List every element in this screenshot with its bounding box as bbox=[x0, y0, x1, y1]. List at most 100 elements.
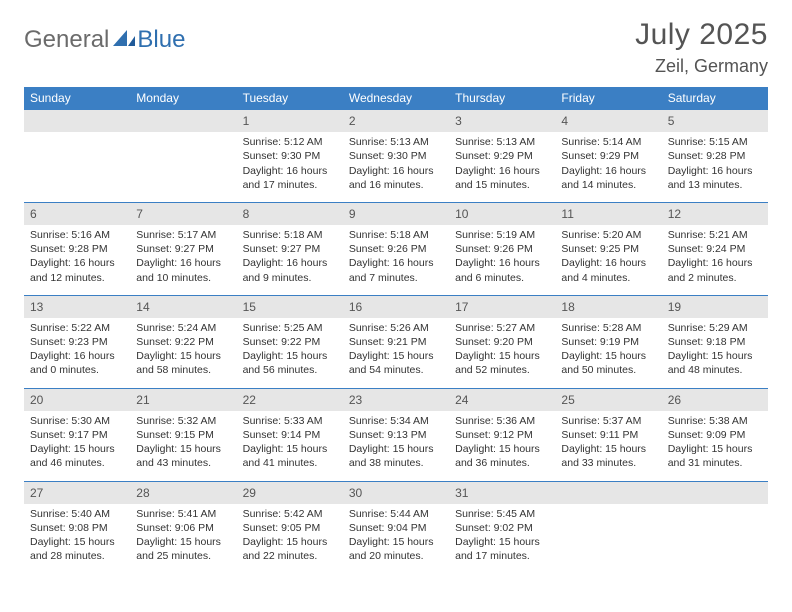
day-number bbox=[662, 482, 768, 504]
sunset-text: Sunset: 9:29 PM bbox=[561, 149, 655, 163]
day-cell: 20Sunrise: 5:30 AMSunset: 9:17 PMDayligh… bbox=[24, 388, 130, 481]
day-number bbox=[555, 482, 661, 504]
sunset-text: Sunset: 9:26 PM bbox=[349, 242, 443, 256]
dayhead-sat: Saturday bbox=[662, 87, 768, 110]
sunset-text: Sunset: 9:09 PM bbox=[668, 428, 762, 442]
title-block: July 2025 Zeil, Germany bbox=[635, 18, 768, 77]
day-cell: 18Sunrise: 5:28 AMSunset: 9:19 PMDayligh… bbox=[555, 295, 661, 388]
day-cell: 12Sunrise: 5:21 AMSunset: 9:24 PMDayligh… bbox=[662, 202, 768, 295]
day-body: Sunrise: 5:30 AMSunset: 9:17 PMDaylight:… bbox=[24, 411, 130, 481]
day-number: 27 bbox=[24, 482, 130, 504]
logo-sail-icon bbox=[113, 28, 135, 46]
sunrise-text: Sunrise: 5:20 AM bbox=[561, 228, 655, 242]
sunset-text: Sunset: 9:14 PM bbox=[243, 428, 337, 442]
calendar-page: General Blue July 2025 Zeil, Germany Sun… bbox=[0, 0, 792, 573]
day-number: 22 bbox=[237, 389, 343, 411]
sunrise-text: Sunrise: 5:25 AM bbox=[243, 321, 337, 335]
day-body: Sunrise: 5:24 AMSunset: 9:22 PMDaylight:… bbox=[130, 318, 236, 388]
sunset-text: Sunset: 9:29 PM bbox=[455, 149, 549, 163]
sunrise-text: Sunrise: 5:28 AM bbox=[561, 321, 655, 335]
day-number: 9 bbox=[343, 203, 449, 225]
sunset-text: Sunset: 9:11 PM bbox=[561, 428, 655, 442]
day-number: 16 bbox=[343, 296, 449, 318]
sunrise-text: Sunrise: 5:16 AM bbox=[30, 228, 124, 242]
day-number: 24 bbox=[449, 389, 555, 411]
daylight-text: Daylight: 15 hours and 20 minutes. bbox=[349, 535, 443, 563]
week-row: 6 Sunrise: 5:16 AMSunset: 9:28 PM Daylight… bbox=[24, 202, 768, 295]
sunrise-text: Sunrise: 5:19 AM bbox=[455, 228, 549, 242]
day-body: Sunrise: 5:18 AMSunset: 9:27 PMDaylight:… bbox=[237, 225, 343, 295]
sunset-text: Sunset: 9:30 PM bbox=[243, 149, 337, 163]
day-body: Sunrise: 5:41 AMSunset: 9:06 PMDaylight:… bbox=[130, 504, 236, 574]
daylight-text: Daylight: 16 hours and 15 minutes. bbox=[455, 164, 549, 192]
sunrise-text: Sunrise: 5:41 AM bbox=[136, 507, 230, 521]
sunrise-text: Sunrise: 5:15 AM bbox=[668, 135, 762, 149]
day-body bbox=[130, 132, 236, 192]
day-cell: 23Sunrise: 5:34 AMSunset: 9:13 PMDayligh… bbox=[343, 388, 449, 481]
sunrise-text: Sunrise: 5:30 AM bbox=[30, 414, 124, 428]
day-number: 17 bbox=[449, 296, 555, 318]
daylight-text: Daylight: 16 hours and 4 minutes. bbox=[561, 256, 655, 284]
daylight-text: Daylight: 16 hours and 14 minutes. bbox=[561, 164, 655, 192]
sunset-text: Sunset: 9:22 PM bbox=[243, 335, 337, 349]
day-number: 21 bbox=[130, 389, 236, 411]
daylight-text: Daylight: 15 hours and 22 minutes. bbox=[243, 535, 337, 563]
sunrise-text: Sunrise: 5:40 AM bbox=[30, 507, 124, 521]
day-body: Sunrise: 5:14 AMSunset: 9:29 PMDaylight:… bbox=[555, 132, 661, 202]
day-cell: 15 Sunrise: 5:25 AMSunset: 9:22 PMDayligh… bbox=[237, 295, 343, 388]
day-number: 25 bbox=[555, 389, 661, 411]
day-cell: 11Sunrise: 5:20 AMSunset: 9:25 PMDayligh… bbox=[555, 202, 661, 295]
day-cell: 21Sunrise: 5:32 AMSunset: 9:15 PMDayligh… bbox=[130, 388, 236, 481]
daylight-text: Daylight: 16 hours and 6 minutes. bbox=[455, 256, 549, 284]
day-number: 1 bbox=[237, 110, 343, 132]
day-number: 15 bbox=[237, 296, 343, 318]
day-number: 4 bbox=[555, 110, 661, 132]
day-body: Sunrise: 5:20 AMSunset: 9:25 PMDaylight:… bbox=[555, 225, 661, 295]
sunrise-text: Sunrise: 5:34 AM bbox=[349, 414, 443, 428]
day-body: Sunrise: 5:22 AMSunset: 9:23 PMDaylight:… bbox=[24, 318, 130, 388]
sunset-text: Sunset: 9:19 PM bbox=[561, 335, 655, 349]
sunset-text: Sunset: 9:17 PM bbox=[30, 428, 124, 442]
dayhead-fri: Friday bbox=[555, 87, 661, 110]
sunset-text: Sunset: 9:28 PM bbox=[668, 149, 762, 163]
sunrise-text: Sunrise: 5:26 AM bbox=[349, 321, 443, 335]
sunrise-text: Sunrise: 5:44 AM bbox=[349, 507, 443, 521]
day-cell: 27Sunrise: 5:40 AMSunset: 9:08 PMDayligh… bbox=[24, 481, 130, 573]
daylight-text: Daylight: 16 hours and 13 minutes. bbox=[668, 164, 762, 192]
sunset-text: Sunset: 9:23 PM bbox=[30, 335, 124, 349]
sunset-text: Sunset: 9:24 PM bbox=[668, 242, 762, 256]
logo-text-blue: Blue bbox=[137, 26, 185, 54]
day-number: 30 bbox=[343, 482, 449, 504]
calendar-body: 1Sunrise: 5:12 AMSunset: 9:30 PMDaylight… bbox=[24, 110, 768, 574]
day-cell bbox=[555, 481, 661, 573]
day-cell: 7Sunrise: 5:17 AMSunset: 9:27 PMDaylight… bbox=[130, 202, 236, 295]
daylight-text: Daylight: 15 hours and 58 minutes. bbox=[136, 349, 230, 377]
day-body: Sunrise: 5:36 AMSunset: 9:12 PMDaylight:… bbox=[449, 411, 555, 481]
day-body: Sunrise: 5:37 AMSunset: 9:11 PMDaylight:… bbox=[555, 411, 661, 481]
day-cell: 31Sunrise: 5:45 AMSunset: 9:02 PMDayligh… bbox=[449, 481, 555, 573]
day-number: 13 bbox=[24, 296, 130, 318]
sunset-text: Sunset: 9:28 PM bbox=[30, 242, 124, 256]
sunrise-text: Sunrise: 5:45 AM bbox=[455, 507, 549, 521]
day-number: 14 bbox=[130, 296, 236, 318]
day-header-row: Sunday Monday Tuesday Wednesday Thursday… bbox=[24, 87, 768, 110]
day-body: Sunrise: 5:33 AMSunset: 9:14 PMDaylight:… bbox=[237, 411, 343, 481]
sunrise-text: Sunrise: 5:38 AM bbox=[668, 414, 762, 428]
sunrise-text: Sunrise: 5:22 AM bbox=[30, 321, 124, 335]
day-cell: 4Sunrise: 5:14 AMSunset: 9:29 PMDaylight… bbox=[555, 110, 661, 203]
day-number: 29 bbox=[237, 482, 343, 504]
day-cell: 3Sunrise: 5:13 AMSunset: 9:29 PMDaylight… bbox=[449, 110, 555, 203]
daylight-text: Daylight: 15 hours and 17 minutes. bbox=[455, 535, 549, 563]
daylight-text: Daylight: 16 hours and 7 minutes. bbox=[349, 256, 443, 284]
day-number bbox=[130, 110, 236, 132]
daylight-text: Daylight: 15 hours and 56 minutes. bbox=[243, 349, 337, 377]
day-cell: 8Sunrise: 5:18 AMSunset: 9:27 PMDaylight… bbox=[237, 202, 343, 295]
day-number: 19 bbox=[662, 296, 768, 318]
day-cell: 1Sunrise: 5:12 AMSunset: 9:30 PMDaylight… bbox=[237, 110, 343, 203]
day-body: Sunrise: 5:18 AMSunset: 9:26 PMDaylight:… bbox=[343, 225, 449, 295]
daylight-text: Daylight: 15 hours and 41 minutes. bbox=[243, 442, 337, 470]
day-number: 6 bbox=[24, 203, 130, 225]
day-body bbox=[662, 504, 768, 564]
day-body: Sunrise: 5:42 AMSunset: 9:05 PMDaylight:… bbox=[237, 504, 343, 574]
week-row: 1Sunrise: 5:12 AMSunset: 9:30 PMDaylight… bbox=[24, 110, 768, 203]
